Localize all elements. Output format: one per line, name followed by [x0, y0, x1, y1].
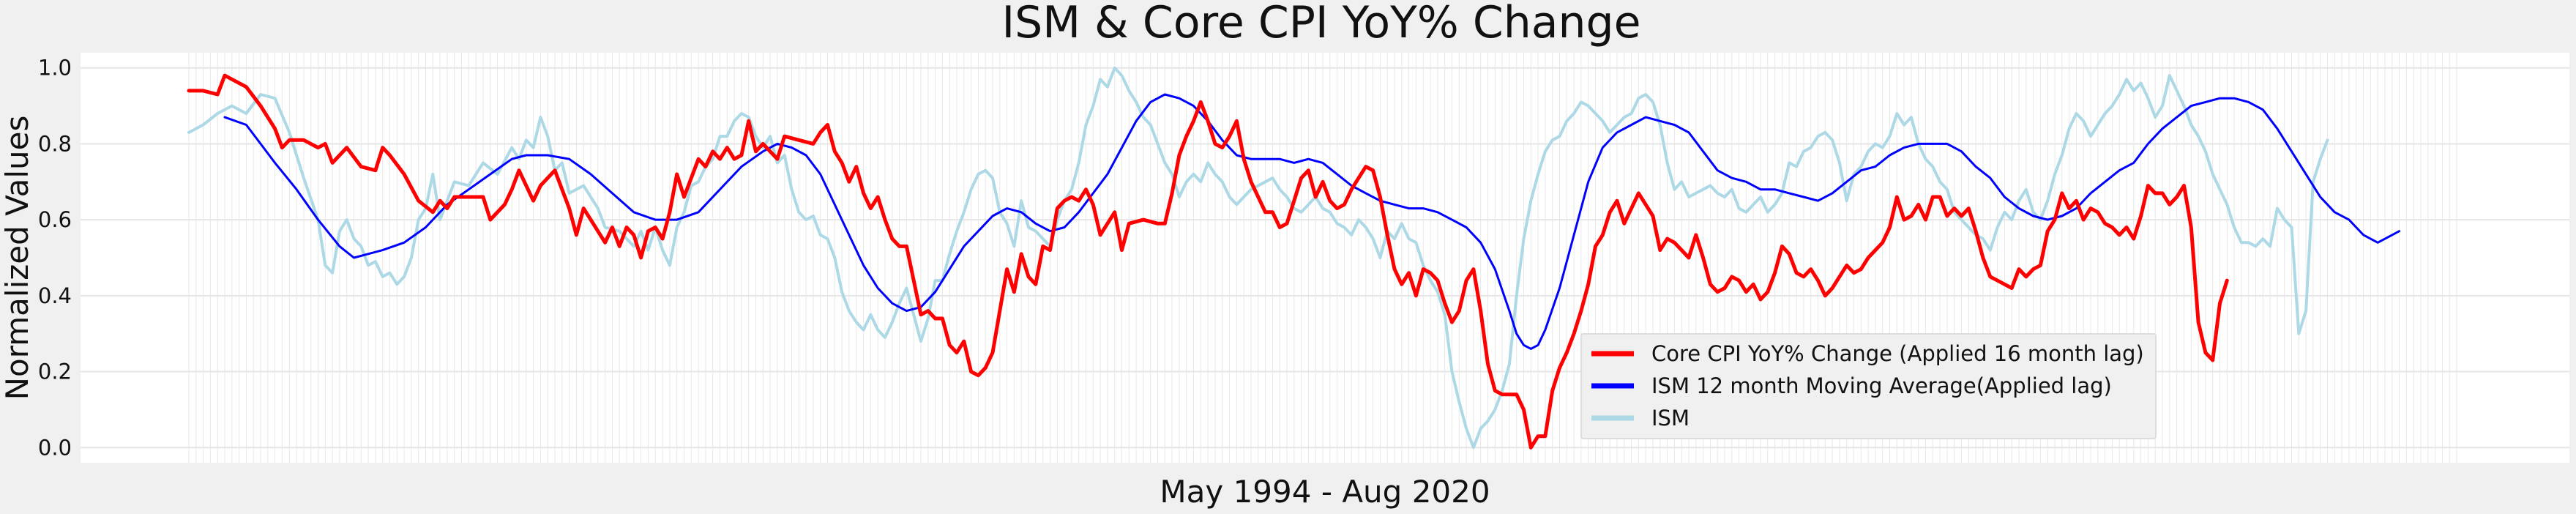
legend: Core CPI YoY% Change (Applied 16 month l…: [1580, 333, 2157, 439]
series-line-ism-ma: [223, 93, 2401, 350]
y-axis-ticks: 0.0 0.2 0.4 0.6 0.8 1.0: [38, 56, 72, 461]
y-tick-label: 0.0: [38, 435, 72, 460]
legend-box: [1580, 333, 2157, 439]
series-line-ism: [187, 66, 2329, 450]
y-tick-label: 0.4: [38, 283, 72, 308]
y-axis-label: Normalized Values: [0, 116, 35, 401]
legend-label-ism-ma: ISM 12 month Moving Average(Applied lag): [1651, 373, 2112, 398]
y-tick-label: 0.2: [38, 360, 72, 384]
vertical-gridlines: [188, 53, 2457, 463]
legend-label-ism: ISM: [1651, 406, 1690, 431]
chart-title: ISM & Core CPI YoY% Change: [1001, 0, 1640, 48]
series-layer: [187, 66, 2401, 450]
plot-area: [81, 53, 2569, 463]
y-tick-label: 0.6: [38, 207, 72, 232]
series-line-core-cpi: [187, 73, 2229, 450]
y-tick-label: 0.8: [38, 131, 72, 156]
x-axis-label: May 1994 - Aug 2020: [1160, 474, 1490, 510]
legend-label-core-cpi: Core CPI YoY% Change (Applied 16 month l…: [1651, 341, 2144, 366]
y-tick-label: 1.0: [38, 56, 72, 81]
